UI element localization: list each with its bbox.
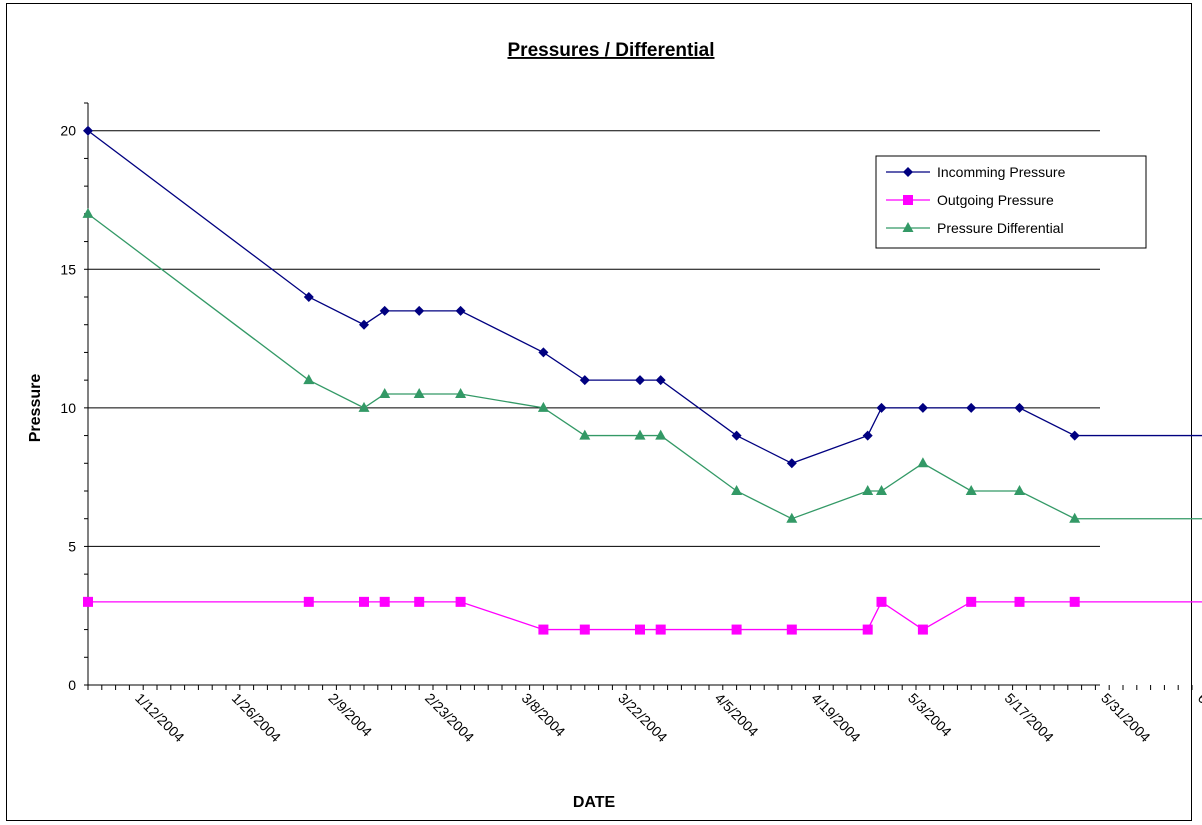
data-point	[579, 624, 590, 635]
data-point	[786, 458, 797, 469]
legend-label: Outgoing Pressure	[937, 192, 1054, 208]
x-tick-label: 2/23/2004	[422, 690, 478, 746]
series-line	[87, 213, 1202, 520]
data-point	[359, 596, 369, 607]
y-tick-label: 20	[60, 123, 76, 139]
legend-box	[875, 155, 1147, 249]
series-line	[88, 600, 1202, 631]
data-point	[455, 388, 467, 398]
y-tick-label: 15	[60, 261, 76, 277]
data-point	[966, 402, 977, 413]
x-tick-label: 5/31/2004	[1098, 690, 1154, 746]
x-tick-label: 3/8/2004	[519, 690, 569, 740]
data-point	[862, 624, 873, 635]
data-point	[303, 374, 315, 385]
x-tick-label: 1/12/2004	[132, 690, 188, 746]
data-point	[876, 485, 887, 495]
data-point	[655, 429, 667, 440]
data-point	[379, 596, 390, 607]
data-point	[731, 485, 743, 495]
data-point	[655, 624, 666, 635]
data-point	[917, 624, 928, 635]
data-point	[358, 401, 370, 412]
y-tick-label: 0	[68, 677, 76, 693]
data-point	[786, 512, 798, 523]
data-point	[414, 305, 425, 316]
data-point	[731, 624, 742, 635]
data-point	[579, 429, 591, 440]
x-tick-label: 5/17/2004	[1002, 690, 1058, 746]
data-point	[1069, 596, 1080, 607]
data-point	[655, 375, 666, 386]
x-tick-label: 2/9/2004	[325, 690, 375, 740]
y-tick-label: 5	[68, 538, 76, 554]
data-point	[902, 222, 914, 232]
series-line	[87, 130, 1202, 464]
data-point	[579, 375, 590, 386]
data-point	[83, 596, 93, 607]
data-point	[455, 305, 466, 316]
series-layer	[82, 125, 1202, 635]
y-tick-label: 10	[60, 400, 76, 416]
data-point	[1014, 596, 1025, 607]
series-pressure-differential	[82, 207, 1202, 523]
x-tick-label: 1/26/2004	[229, 690, 285, 746]
data-point	[538, 347, 549, 358]
legend-label: Pressure Differential	[937, 220, 1064, 236]
data-point	[379, 388, 391, 398]
data-point	[413, 388, 425, 398]
legend-label: Incomming Pressure	[937, 164, 1066, 180]
data-point	[917, 457, 929, 468]
series-incomming-pressure	[83, 125, 1202, 469]
data-point	[876, 596, 887, 607]
data-point	[1014, 485, 1025, 495]
data-point	[538, 624, 549, 635]
x-axis-ticks: 1/12/2004 1/26/2004 2/9/2004 2/23/2004 3/8/2…	[132, 690, 1202, 746]
data-point	[1069, 512, 1081, 523]
data-point	[83, 125, 93, 136]
y-axis-title: Pressure	[27, 374, 44, 443]
data-point	[1014, 402, 1025, 413]
data-point	[965, 485, 977, 495]
axes	[84, 102, 1193, 690]
data-point	[303, 292, 314, 302]
data-point	[862, 430, 873, 441]
data-point	[303, 596, 314, 607]
data-point	[455, 596, 466, 607]
chart-title: Pressures / Differential	[508, 40, 715, 61]
data-point	[635, 375, 645, 386]
data-point	[862, 485, 874, 495]
data-point	[537, 401, 549, 412]
x-tick-label: 3/22/2004	[615, 690, 671, 746]
data-point	[966, 596, 977, 607]
data-point	[903, 195, 913, 205]
data-point	[379, 305, 390, 316]
data-point	[634, 429, 646, 440]
x-tick-label: 6/14/2004	[1195, 690, 1202, 746]
legend-item: Incomming Pressure	[886, 164, 1066, 180]
y-axis-ticks: 0 5 10 15 20	[60, 123, 76, 693]
series-outgoing-pressure	[83, 596, 1202, 635]
data-point	[635, 624, 645, 635]
data-point	[903, 167, 913, 177]
data-point	[82, 207, 94, 218]
data-point	[414, 596, 425, 607]
data-point	[786, 624, 797, 635]
data-point	[731, 430, 742, 441]
data-point	[359, 319, 369, 330]
x-tick-label: 5/3/2004	[905, 690, 955, 740]
legend-item: Pressure Differential	[886, 220, 1064, 236]
legend-item: Outgoing Pressure	[886, 192, 1054, 208]
legend: Incomming Pressure Outgoing Pressure Press…	[875, 155, 1147, 249]
data-point	[917, 402, 928, 413]
data-point	[1069, 430, 1080, 441]
data-point	[876, 402, 887, 413]
x-tick-label: 4/5/2004	[712, 690, 762, 740]
x-axis-title: DATE	[573, 794, 616, 811]
x-tick-label: 4/19/2004	[808, 690, 864, 746]
